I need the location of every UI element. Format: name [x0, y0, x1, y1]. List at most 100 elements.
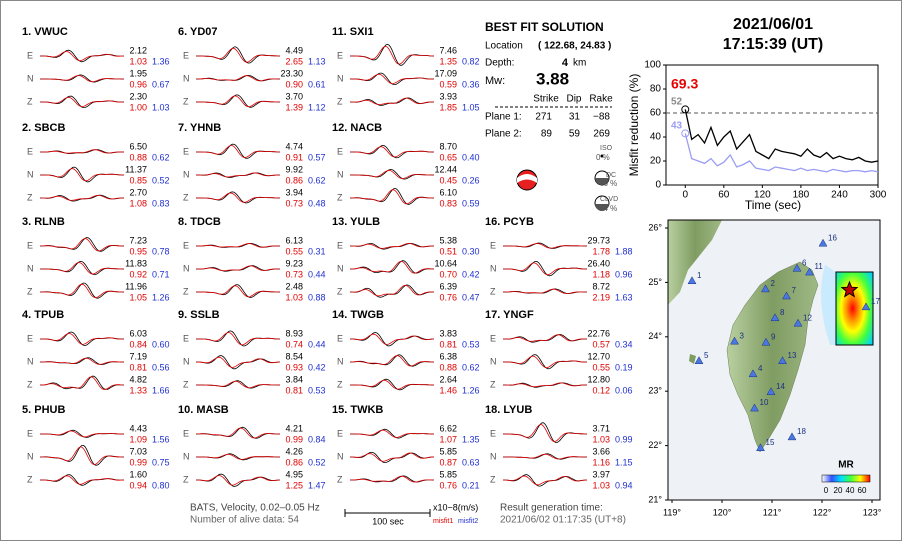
plane-value: 31 [569, 112, 581, 123]
waveform-observed [350, 451, 434, 464]
amplitude: 8.54 [285, 351, 303, 361]
amplitude: 11.37 [125, 164, 147, 174]
x-tick-label: 120 [754, 190, 771, 201]
misfit1: 1.09 [129, 434, 147, 444]
component: N [27, 356, 34, 366]
station-label: 12. NACB [332, 122, 382, 134]
location: ( 122.68, 24.83 ) [538, 41, 611, 52]
waveform-synthetic [350, 169, 434, 180]
amplitude: 4.43 [129, 423, 147, 433]
amplitude: 5.85 [439, 469, 457, 479]
amplitude: 6.10 [439, 187, 457, 197]
misfit1: 1.18 [592, 269, 610, 279]
result-time: 2021/06/02 01:17:35 (UT+8) [500, 515, 626, 526]
station-number: 10 [760, 398, 769, 407]
waveform-synthetic [503, 288, 587, 294]
amplitude: 3.66 [592, 446, 610, 456]
component: E [27, 50, 33, 60]
station-label: 2. SBCB [22, 122, 65, 134]
component: N [183, 263, 190, 273]
station-label: 8. TDCB [178, 216, 221, 228]
misfit2: 0.96 [615, 269, 633, 279]
misfit1: 2.19 [592, 292, 610, 302]
amplitude: 7.03 [129, 446, 147, 456]
plane-value: 271 [535, 112, 552, 123]
misfit1: 0.73 [285, 269, 303, 279]
waveform-synthetic [40, 168, 124, 182]
misfit2: 1.15 [615, 457, 633, 467]
component: Z [490, 286, 496, 296]
x-tick-label: 300 [870, 190, 887, 201]
station-marker [861, 302, 871, 311]
waveform-synthetic [40, 333, 124, 345]
component: Z [183, 286, 189, 296]
y-tick-label: 100 [644, 60, 661, 71]
waveform-synthetic [350, 452, 434, 462]
misfit2: 0.75 [152, 457, 170, 467]
time: 17:15:39 (UT) [723, 36, 823, 53]
misfit1: 1.85 [439, 102, 457, 112]
misfit1: 0.99 [129, 457, 147, 467]
misfit2: 1.26 [462, 385, 480, 395]
waveform-synthetic [350, 189, 434, 205]
station-label: 16. PCYB [485, 216, 534, 228]
misfit2: 1.12 [308, 102, 326, 112]
misfit1: 1.25 [285, 480, 303, 490]
station-marker [694, 356, 704, 364]
misfit1: 1.03 [285, 292, 303, 302]
misfit1: 0.65 [439, 152, 457, 162]
station-label: 13. YULB [332, 216, 380, 228]
waveform-synthetic [503, 382, 587, 388]
misfit1: 0.55 [592, 362, 610, 372]
misfit1: 0.86 [285, 175, 303, 185]
misfit2: 0.44 [308, 339, 326, 349]
component: E [337, 428, 343, 438]
misfit2: 0.52 [308, 457, 326, 467]
misfit2: 1.13 [308, 56, 326, 66]
waveform-observed [350, 475, 434, 483]
station-number: 1 [697, 271, 702, 280]
misfit1: 0.90 [285, 79, 303, 89]
misfit2: 0.80 [152, 480, 170, 490]
station-marker [782, 291, 791, 300]
waveform-synthetic [196, 47, 280, 63]
misfit1: 1.39 [285, 102, 303, 112]
start-marker [681, 105, 690, 114]
misfit1: 1.33 [129, 385, 147, 395]
waveform-synthetic [196, 172, 280, 178]
misfit2: 0.19 [615, 362, 633, 372]
station-number: 14 [776, 382, 785, 391]
waveform-synthetic [196, 356, 281, 368]
component: Z [183, 192, 189, 202]
amplitude: 3.97 [592, 469, 610, 479]
misfit2: 0.62 [462, 362, 480, 372]
waveform-synthetic [196, 454, 280, 460]
waveform-synthetic [196, 427, 280, 439]
waveform-synthetic [350, 45, 434, 65]
station-marker [756, 443, 765, 452]
waveform-synthetic [40, 357, 124, 365]
component: E [490, 333, 496, 343]
component: Z [337, 286, 343, 296]
waveform-synthetic [40, 262, 124, 275]
component: E [183, 428, 189, 438]
waveform-synthetic [40, 475, 125, 485]
component: E [27, 240, 33, 250]
location-label: Location [485, 41, 523, 52]
component: E [183, 240, 189, 250]
plane-value: 89 [541, 129, 553, 140]
component: N [490, 263, 497, 273]
waveform-synthetic [350, 73, 434, 85]
misfit1: 0.94 [129, 480, 147, 490]
station-label: 18. LYUB [485, 404, 532, 416]
component: N [337, 356, 344, 366]
map-y-tick-label: 26° [648, 222, 662, 232]
waveform-synthetic [196, 285, 280, 298]
misfit1: 0.83 [439, 198, 457, 208]
misfit1: 2.65 [285, 56, 303, 66]
waveform-synthetic [196, 75, 280, 82]
waveform-synthetic [196, 145, 280, 158]
amplitude: 8.72 [592, 281, 610, 291]
amplitude: 22.76 [587, 328, 610, 338]
